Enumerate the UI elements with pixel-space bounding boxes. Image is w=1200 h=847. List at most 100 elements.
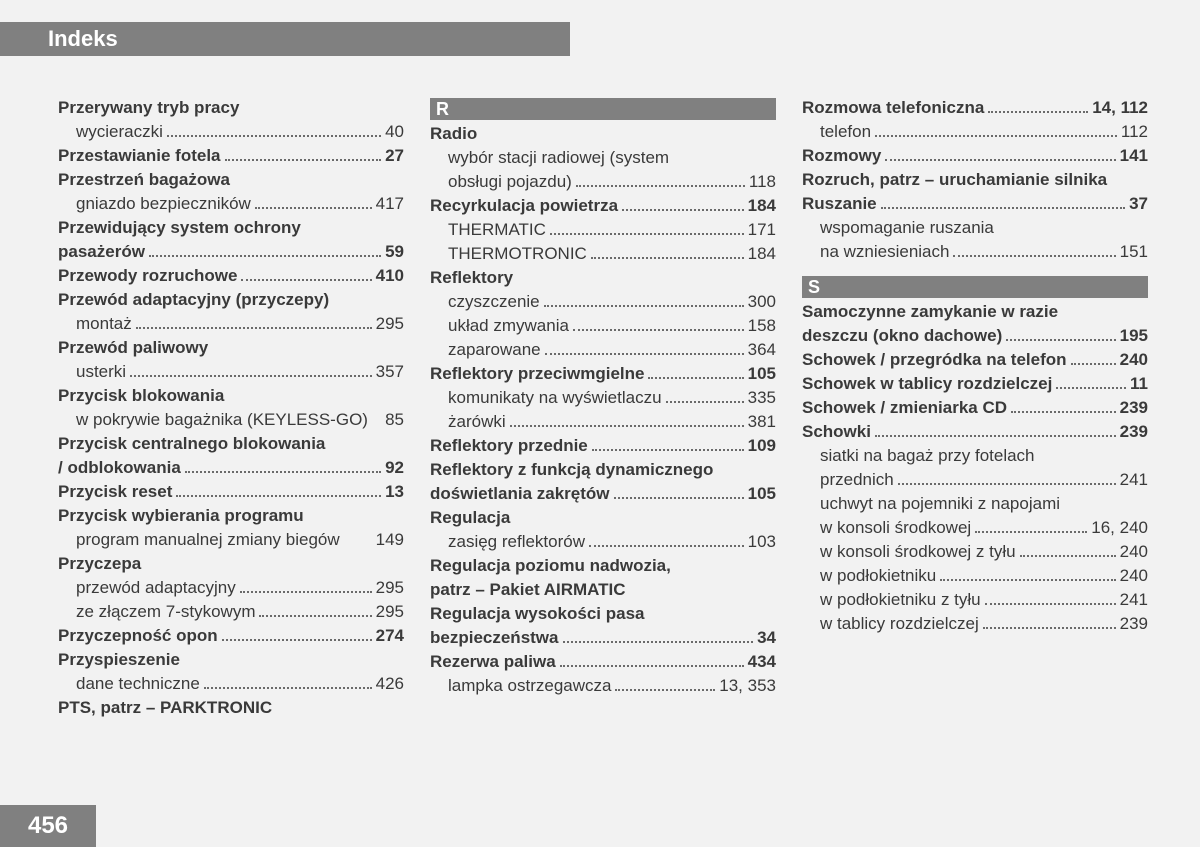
index-page-ref: 240 — [1120, 540, 1148, 564]
index-label-main: Regulacja poziomu nadwozia, — [430, 554, 671, 578]
index-entry-sub: zasięg reflektorów103 — [430, 530, 776, 554]
index-label-sub: wycieraczki — [76, 120, 163, 144]
index-entry-sub: w konsoli środkowej 16, 240 — [802, 516, 1148, 540]
index-entry-main: Ruszanie37 — [802, 192, 1148, 216]
index-entry-main: patrz – Pakiet AIRMATIC — [430, 578, 776, 602]
section-letter: R — [430, 98, 776, 120]
index-entry-main: Reflektory z funkcją dynamicznego — [430, 458, 776, 482]
index-label-main: Przewód adaptacyjny (przyczepy) — [58, 288, 329, 312]
leader-dots — [222, 639, 372, 641]
index-label-sub: siatki na bagaż przy fotelach — [820, 444, 1035, 468]
index-page-ref: 16, 240 — [1091, 516, 1148, 540]
column-3: Rozmowa telefoniczna14, 112telefon112Roz… — [802, 96, 1148, 720]
index-entry-sub: żarówki381 — [430, 410, 776, 434]
index-label-sub: wspomaganie ruszania — [820, 216, 994, 240]
index-entry-sub: komunikaty na wyświetlaczu335 — [430, 386, 776, 410]
index-page-ref: 11 — [1130, 372, 1148, 396]
index-page-ref: 295 — [376, 312, 404, 336]
leader-dots — [167, 135, 381, 137]
index-page-ref: 335 — [748, 386, 776, 410]
index-page-ref: 149 — [376, 528, 404, 552]
index-entry-main: Przestrzeń bagażowa — [58, 168, 404, 192]
index-page-ref: 105 — [748, 362, 776, 386]
index-entry-main: pasażerów 59 — [58, 240, 404, 264]
index-label-main: Przewidujący system ochrony — [58, 216, 301, 240]
index-label-sub: wybór stacji radiowej (system — [448, 146, 669, 170]
index-label-main: Schowek / przegródka na telefon — [802, 348, 1067, 372]
index-entry-main: Schowek w tablicy rozdzielczej 11 — [802, 372, 1148, 396]
leader-dots — [1071, 363, 1116, 365]
leader-dots — [545, 353, 744, 355]
index-label-main: Regulacja — [430, 506, 510, 530]
index-entry-sub: wspomaganie ruszania — [802, 216, 1148, 240]
index-label-main: Przewody rozruchowe — [58, 264, 237, 288]
index-entry-main: Przycisk blokowania — [58, 384, 404, 408]
index-label-sub: w podłokietniku — [820, 564, 936, 588]
index-entry-main: PTS, patrz – PARKTRONIC — [58, 696, 404, 720]
leader-dots — [573, 329, 744, 331]
leader-dots — [255, 207, 372, 209]
leader-dots — [953, 255, 1115, 257]
index-page-ref: 151 — [1120, 240, 1148, 264]
index-label-sub: ze złączem 7-stykowym — [76, 600, 255, 624]
leader-dots — [563, 641, 754, 643]
index-label-main: Schowek w tablicy rozdzielczej — [802, 372, 1052, 396]
index-label-main: Reflektory z funkcją dynamicznego — [430, 458, 713, 482]
index-page-ref: 364 — [748, 338, 776, 362]
index-entry-sub: ze złączem 7-stykowym 295 — [58, 600, 404, 624]
leader-dots — [666, 401, 744, 403]
index-entry-sub: wybór stacji radiowej (system — [430, 146, 776, 170]
index-entry-sub: uchwyt na pojemniki z napojami — [802, 492, 1148, 516]
index-label-sub: program manualnej zmiany biegów — [76, 528, 340, 552]
index-entry-main: Rozruch, patrz – uruchamianie silnika — [802, 168, 1148, 192]
index-entry-sub: układ zmywania158 — [430, 314, 776, 338]
index-page-ref: 27 — [385, 144, 404, 168]
index-page-ref: 357 — [376, 360, 404, 384]
index-label-main: Recyrkulacja powietrza — [430, 194, 618, 218]
leader-dots — [510, 425, 744, 427]
index-entry-sub: usterki357 — [58, 360, 404, 384]
leader-dots — [550, 233, 744, 235]
index-entry-main: Schowek / przegródka na telefon240 — [802, 348, 1148, 372]
leader-dots — [149, 255, 381, 257]
index-label-main: Przycisk centralnego blokowania — [58, 432, 325, 456]
index-entry-main: / odblokowania92 — [58, 456, 404, 480]
leader-dots — [885, 159, 1115, 161]
index-label-main: pasażerów — [58, 240, 145, 264]
leader-dots — [591, 257, 744, 259]
index-page-ref: 295 — [376, 600, 404, 624]
index-entry-main: Regulacja poziomu nadwozia, — [430, 554, 776, 578]
leader-dots — [176, 495, 381, 497]
index-entry-sub: przednich241 — [802, 468, 1148, 492]
index-page-ref: 59 — [385, 240, 404, 264]
index-page-ref: 239 — [1120, 420, 1148, 444]
index-label-main: Reflektory — [430, 266, 513, 290]
index-label-main: Przestrzeń bagażowa — [58, 168, 230, 192]
index-label-main: Przycisk blokowania — [58, 384, 224, 408]
index-entry-main: Przewidujący system ochrony — [58, 216, 404, 240]
index-label-sub: przednich — [820, 468, 894, 492]
index-label-main: Rozmowa telefoniczna — [802, 96, 984, 120]
page-number: 456 — [28, 812, 68, 840]
header-bar: Indeks — [0, 22, 570, 56]
leader-dots — [875, 435, 1116, 437]
index-page-ref: 195 — [1120, 324, 1148, 348]
index-label-main: / odblokowania — [58, 456, 181, 480]
index-entry-sub: przewód adaptacyjny295 — [58, 576, 404, 600]
index-label-sub: w konsoli środkowej — [820, 516, 971, 540]
index-page-ref: 109 — [748, 434, 776, 458]
index-entry-sub: czyszczenie300 — [430, 290, 776, 314]
leader-dots — [1006, 339, 1115, 341]
index-page-ref: 14, 112 — [1092, 96, 1148, 120]
index-entry-sub: w podłokietniku240 — [802, 564, 1148, 588]
index-entry-main: Samoczynne zamykanie w razie — [802, 300, 1148, 324]
index-label-main: Schowek / zmieniarka CD — [802, 396, 1007, 420]
index-label-main: PTS, patrz – PARKTRONIC — [58, 696, 272, 720]
index-entry-main: bezpieczeństwa34 — [430, 626, 776, 650]
index-entry-main: Radio — [430, 122, 776, 146]
index-entry-sub: zaparowane364 — [430, 338, 776, 362]
index-label-main: Rozruch, patrz – uruchamianie silnika — [802, 168, 1107, 192]
index-label-main: deszczu (okno dachowe) — [802, 324, 1002, 348]
index-entry-main: Schowki239 — [802, 420, 1148, 444]
index-page-ref: 85 — [385, 408, 404, 432]
